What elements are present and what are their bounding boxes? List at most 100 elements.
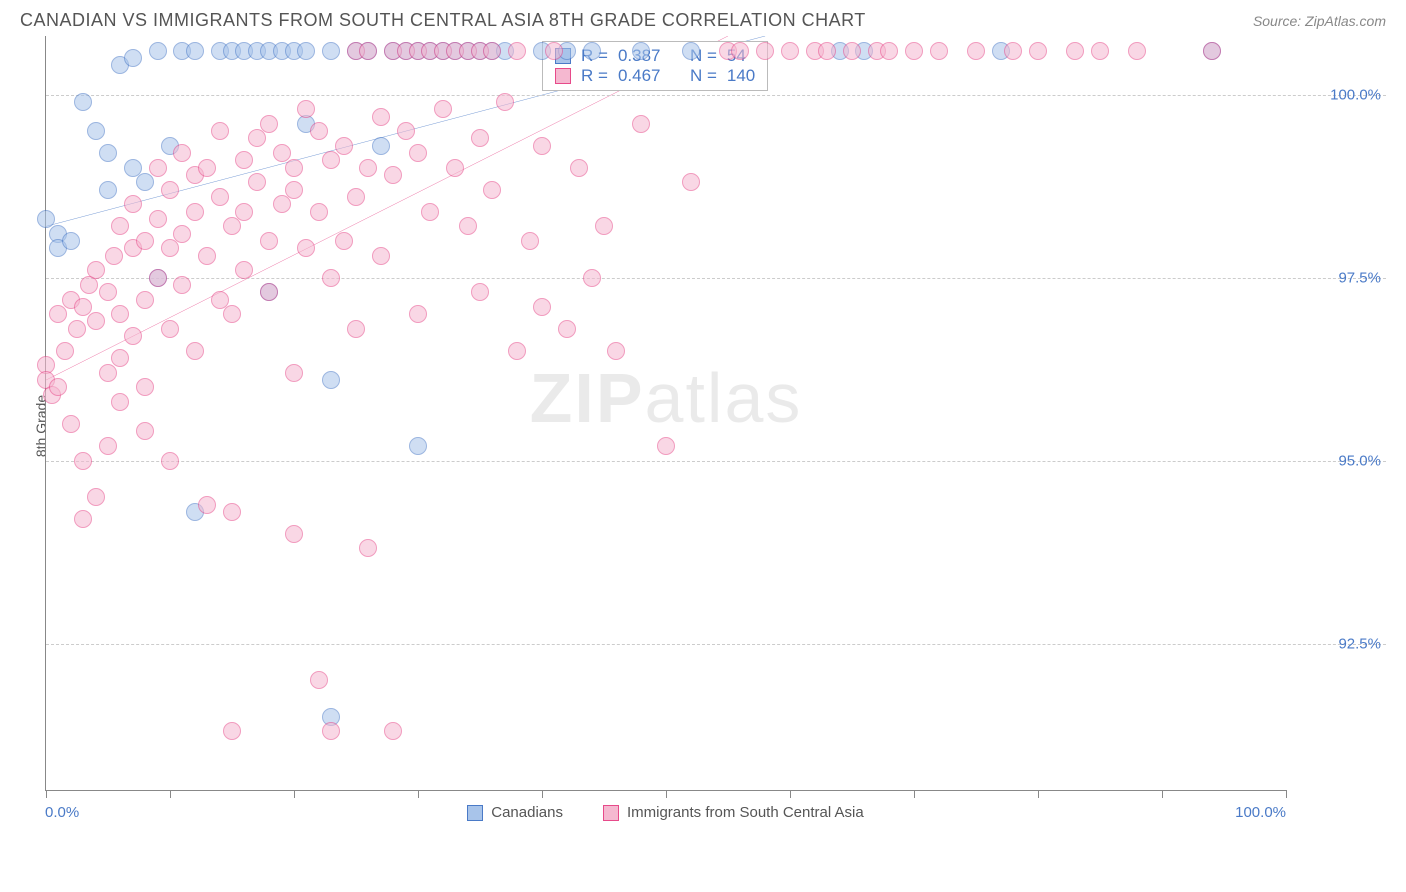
scatter-point bbox=[322, 722, 340, 740]
scatter-point bbox=[223, 217, 241, 235]
scatter-point bbox=[434, 100, 452, 118]
scatter-point bbox=[198, 159, 216, 177]
scatter-point bbox=[967, 42, 985, 60]
scatter-point bbox=[335, 232, 353, 250]
scatter-point bbox=[136, 378, 154, 396]
scatter-point bbox=[310, 122, 328, 140]
scatter-point bbox=[124, 195, 142, 213]
scatter-point bbox=[409, 144, 427, 162]
scatter-point bbox=[843, 42, 861, 60]
scatter-point bbox=[372, 247, 390, 265]
scatter-point bbox=[570, 159, 588, 177]
scatter-point bbox=[483, 181, 501, 199]
scatter-point bbox=[1066, 42, 1084, 60]
xtick bbox=[542, 790, 543, 798]
scatter-point bbox=[521, 232, 539, 250]
scatter-point bbox=[1128, 42, 1146, 60]
scatter-point bbox=[260, 232, 278, 250]
scatter-point bbox=[136, 422, 154, 440]
scatter-point bbox=[496, 93, 514, 111]
scatter-point bbox=[173, 276, 191, 294]
scatter-point bbox=[322, 371, 340, 389]
gridline-h bbox=[46, 644, 1386, 645]
scatter-point bbox=[149, 210, 167, 228]
scatter-point bbox=[248, 173, 266, 191]
scatter-point bbox=[273, 195, 291, 213]
bottom-legend: Canadians Immigrants from South Central … bbox=[45, 804, 1286, 821]
scatter-point bbox=[372, 108, 390, 126]
xtick bbox=[294, 790, 295, 798]
scatter-point bbox=[56, 342, 74, 360]
scatter-point bbox=[731, 42, 749, 60]
scatter-point bbox=[186, 342, 204, 360]
scatter-point bbox=[322, 269, 340, 287]
scatter-point bbox=[471, 129, 489, 147]
scatter-point bbox=[446, 159, 464, 177]
scatter-point bbox=[359, 159, 377, 177]
chart-title: CANADIAN VS IMMIGRANTS FROM SOUTH CENTRA… bbox=[20, 10, 866, 31]
scatter-point bbox=[161, 452, 179, 470]
scatter-point bbox=[124, 49, 142, 67]
scatter-point bbox=[372, 137, 390, 155]
scatter-point bbox=[483, 42, 501, 60]
scatter-point bbox=[198, 496, 216, 514]
scatter-point bbox=[533, 137, 551, 155]
scatter-point bbox=[161, 320, 179, 338]
scatter-point bbox=[124, 327, 142, 345]
scatter-point bbox=[223, 503, 241, 521]
scatter-point bbox=[310, 203, 328, 221]
scatter-point bbox=[595, 217, 613, 235]
scatter-point bbox=[87, 312, 105, 330]
ytick-label: 100.0% bbox=[1330, 86, 1381, 103]
ytick-label: 95.0% bbox=[1338, 452, 1381, 469]
scatter-point bbox=[136, 173, 154, 191]
scatter-point bbox=[583, 269, 601, 287]
legend-swatch-canadians bbox=[467, 805, 483, 821]
scatter-point bbox=[384, 722, 402, 740]
scatter-point bbox=[545, 42, 563, 60]
scatter-point bbox=[62, 232, 80, 250]
scatter-point bbox=[99, 181, 117, 199]
scatter-point bbox=[508, 342, 526, 360]
scatter-point bbox=[756, 42, 774, 60]
scatter-point bbox=[161, 181, 179, 199]
scatter-point bbox=[285, 181, 303, 199]
scatter-point bbox=[198, 247, 216, 265]
scatter-point bbox=[136, 232, 154, 250]
scatter-point bbox=[421, 203, 439, 221]
scatter-point bbox=[607, 342, 625, 360]
scatter-point bbox=[105, 247, 123, 265]
scatter-point bbox=[347, 320, 365, 338]
scatter-point bbox=[1004, 42, 1022, 60]
xtick bbox=[170, 790, 171, 798]
scatter-point bbox=[111, 393, 129, 411]
scatter-point bbox=[682, 42, 700, 60]
scatter-point bbox=[632, 115, 650, 133]
scatter-point bbox=[359, 42, 377, 60]
chart-header: CANADIAN VS IMMIGRANTS FROM SOUTH CENTRA… bbox=[0, 0, 1406, 36]
scatter-point bbox=[68, 320, 86, 338]
xtick bbox=[1162, 790, 1163, 798]
scatter-point bbox=[149, 159, 167, 177]
scatter-point bbox=[285, 159, 303, 177]
trend-lines bbox=[46, 36, 1286, 790]
scatter-point bbox=[49, 378, 67, 396]
xtick bbox=[666, 790, 667, 798]
scatter-point bbox=[211, 122, 229, 140]
ytick-label: 92.5% bbox=[1338, 635, 1381, 652]
scatter-point bbox=[235, 151, 253, 169]
scatter-point bbox=[149, 42, 167, 60]
legend-item-immigrants: Immigrants from South Central Asia bbox=[603, 804, 864, 821]
scatter-point bbox=[880, 42, 898, 60]
xtick bbox=[1038, 790, 1039, 798]
scatter-point bbox=[235, 261, 253, 279]
watermark: ZIPatlas bbox=[530, 358, 803, 438]
scatter-point bbox=[260, 283, 278, 301]
scatter-point bbox=[87, 488, 105, 506]
scatter-point bbox=[347, 188, 365, 206]
scatter-point bbox=[335, 137, 353, 155]
scatter-point bbox=[87, 261, 105, 279]
scatter-point bbox=[1091, 42, 1109, 60]
xtick bbox=[914, 790, 915, 798]
scatter-point bbox=[186, 203, 204, 221]
